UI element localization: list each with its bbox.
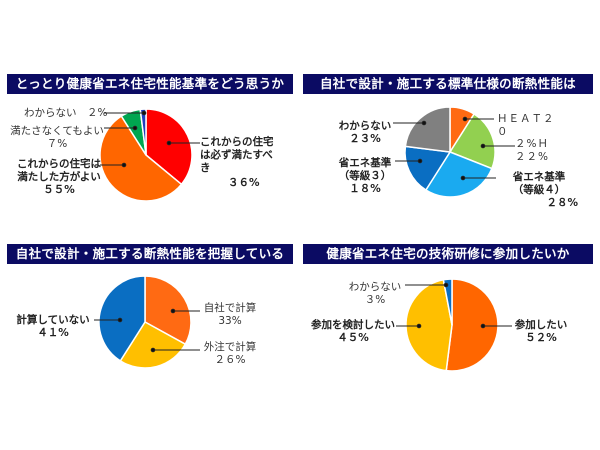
- label-grade4-line1: 省エネ基準: [512, 171, 566, 183]
- label-unknown-4-line1: わからない: [348, 281, 402, 293]
- label-self-calc-line1: 自社で計算: [203, 302, 257, 314]
- label-not-needed-pct: ７%: [46, 138, 68, 150]
- label-unknown-4: わからない ３%: [345, 281, 405, 307]
- label-grade4-line2: （等級４）: [512, 184, 566, 196]
- label-consider-line1: 参加を検討したい: [311, 319, 395, 331]
- label-participate: 参加したい ５２%: [509, 319, 573, 345]
- label-zeh: ２%Ｈ ２２%: [515, 138, 549, 164]
- label-must-meet-line2: は必ず満たすべ: [200, 149, 273, 161]
- label-unknown-2-pct: ２３%: [349, 133, 381, 145]
- label-must-meet-line3: き: [200, 162, 211, 174]
- pie-slice: [448, 112, 496, 170]
- label-self-calc-pct: 33%: [218, 315, 242, 327]
- label-grade3-pct: １８%: [349, 183, 381, 195]
- label-outsourced-calc-line1: 外注で計算: [203, 341, 257, 353]
- label-not-calculated-pct: ４１%: [37, 327, 69, 339]
- chart-4-title: 健康省エネ住宅の技術研修に参加したいか: [303, 244, 593, 264]
- label-unknown: わからない ２%: [24, 107, 108, 119]
- pie-slice: [98, 275, 146, 362]
- pie-slice: [404, 145, 452, 192]
- label-heat20-line1: ＨＥＡＴ２: [497, 113, 555, 125]
- chart-2-title: 自社で設計・施工する標準仕様の断熱性能は: [303, 74, 593, 94]
- label-not-needed: 満たさなくてもよい ７%: [7, 125, 107, 151]
- label-grade3-line1: 省エネ基準: [338, 157, 392, 169]
- label-not-calculated: 計算していない ４１%: [12, 314, 94, 340]
- label-outsourced-calc-pct: ２６%: [214, 354, 246, 366]
- label-should-meet: これからの住宅は 満たした方がよい ５５%: [14, 158, 104, 197]
- label-unknown-2: わからない ２３%: [330, 120, 400, 146]
- label-should-meet-line2: 満たした方がよい: [17, 171, 101, 183]
- label-consider-pct: ４５%: [337, 332, 369, 344]
- label-unknown-2-line1: わからない: [338, 120, 392, 132]
- pie-slice: [445, 278, 499, 372]
- pie-slice: [99, 115, 183, 202]
- label-heat20: ＨＥＡＴ２ ０: [497, 113, 555, 139]
- label-zeh-pct: ２２%: [515, 151, 549, 163]
- label-should-meet-line1: これからの住宅は: [17, 158, 101, 170]
- label-grade3: 省エネ基準 （等級３） １８%: [330, 157, 400, 196]
- pie-slice: [119, 321, 187, 369]
- label-grade4-pct: ２８%: [546, 197, 578, 209]
- label-outsourced-calc: 外注で計算 ２６%: [200, 341, 260, 367]
- label-grade4: 省エネ基準 （等級４） ２８%: [494, 171, 584, 210]
- pie-slice: [139, 108, 147, 156]
- label-unknown-4-pct: ３%: [364, 294, 386, 306]
- label-not-needed-text: 満たさなくてもよい: [10, 125, 104, 137]
- pie-slice: [145, 108, 193, 186]
- pie-slice: [424, 151, 493, 198]
- pie-slice: [404, 106, 451, 153]
- chart-1-title: とっとり健康省エネ住宅性能基準をどう思うか: [7, 74, 293, 94]
- label-must-meet-line1: これからの住宅: [200, 136, 274, 148]
- chart-3-title: 自社で設計・施工する断熱性能を把握している: [7, 244, 293, 264]
- label-self-calc: 自社で計算 33%: [200, 302, 260, 328]
- label-must-meet-pct: ３６%: [228, 177, 260, 189]
- pie-slice: [442, 278, 453, 326]
- label-participate-pct: ５２%: [525, 332, 557, 344]
- label-should-meet-pct: ５５%: [43, 184, 75, 196]
- label-zeh-line1: ２%Ｈ: [515, 138, 549, 150]
- label-not-calculated-line1: 計算していない: [16, 314, 90, 326]
- label-heat20-line2: ０: [497, 126, 509, 138]
- pie-slice: [144, 275, 192, 346]
- label-consider: 参加を検討したい ４５%: [308, 319, 398, 345]
- label-participate-line1: 参加したい: [514, 319, 568, 331]
- label-must-meet: これからの住宅 は必ず満たすべ き: [200, 136, 274, 175]
- label-grade3-line2: （等級３）: [338, 170, 392, 182]
